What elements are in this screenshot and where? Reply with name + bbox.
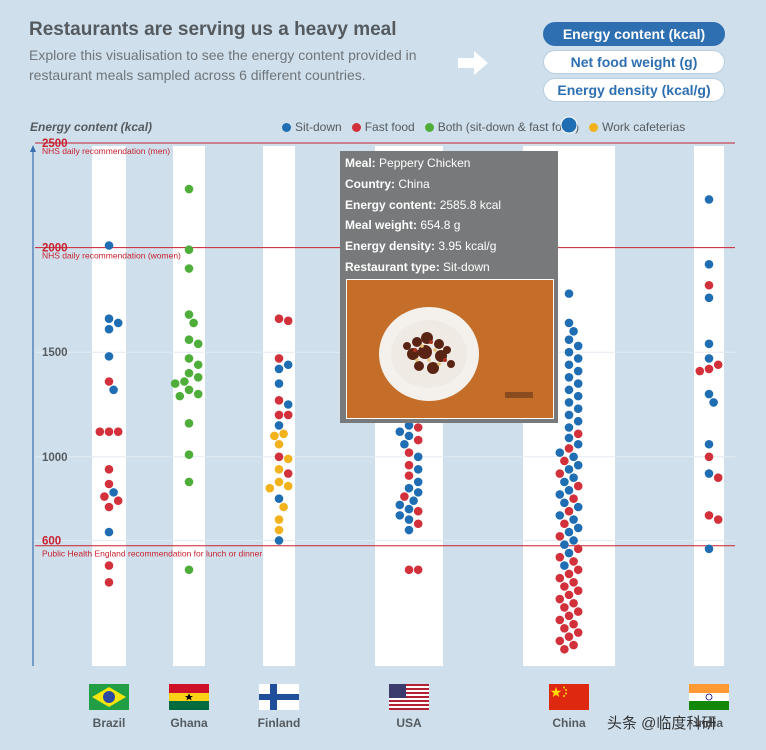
legend-item-fast-food[interactable]: Fast food	[351, 120, 415, 134]
legend-label: Sit-down	[295, 120, 342, 134]
tooltip-energy-row: Energy content: 2585.8 kcal	[345, 198, 501, 212]
country-label-brazil: Brazil	[92, 716, 126, 730]
tooltip-value: Peppery Chicken	[379, 156, 471, 170]
tooltip-key: Meal:	[345, 156, 376, 170]
ghana-flag-icon	[169, 684, 209, 710]
arrow-right-icon	[458, 51, 488, 75]
legend-item-sit-down[interactable]: Sit-down	[282, 120, 342, 134]
country-label-usa: USA	[396, 716, 422, 730]
watermark: 头条 @临度科研	[607, 715, 717, 732]
point-tooltip: Meal: Peppery Chicken Country: China Ene…	[340, 151, 558, 423]
brazil-flag-icon	[89, 684, 129, 710]
legend-swatch	[424, 122, 434, 132]
finland-flag-icon	[259, 684, 299, 710]
chart-subtitle: Explore this visualisation to see the en…	[29, 47, 417, 83]
india-flag-icon	[689, 684, 729, 710]
legend-label: Both (sit-down & fast food)	[437, 120, 580, 134]
country-label-india: India	[694, 716, 723, 730]
country-label-finland: Finland	[257, 716, 301, 730]
tooltip-country-row: Country: China	[345, 177, 430, 191]
tooltip-key: Restaurant type:	[345, 260, 440, 274]
tooltip-key: Energy density:	[345, 239, 436, 253]
tooltip-weight-row: Meal weight: 654.8 g	[345, 218, 460, 232]
meal-photo-icon	[346, 279, 554, 419]
legend-item-work-cafeterias[interactable]: Work cafeterias	[589, 120, 685, 134]
legend-swatch	[351, 122, 361, 132]
chart-title: Restaurants are serving us a heavy meal	[29, 19, 397, 40]
usa-flag-icon	[389, 684, 429, 710]
energy-density-button[interactable]: Energy density (kcal/g)	[543, 78, 725, 102]
tooltip-value: Sit-down	[443, 260, 490, 274]
legend: Sit-down Fast food Both (sit-down & fast…	[282, 120, 685, 134]
china-flag-icon	[549, 684, 589, 710]
y-axis-title: Energy content (kcal)	[30, 120, 153, 134]
tooltip-key: Meal weight:	[345, 218, 418, 232]
tooltip-type-row: Restaurant type: Sit-down	[345, 260, 490, 274]
legend-swatch	[282, 122, 291, 132]
energy-content-button[interactable]: Energy content (kcal)	[543, 22, 725, 46]
tooltip-key: Country:	[345, 177, 395, 191]
tooltip-value: 2585.8 kcal	[439, 198, 502, 212]
legend-label: Fast food	[364, 120, 415, 134]
country-label-ghana: Ghana	[170, 716, 208, 730]
net-food-weight-button[interactable]: Net food weight (g)	[543, 50, 725, 74]
legend-swatch	[589, 122, 599, 132]
tooltip-value: China	[398, 177, 430, 191]
legend-label: Work cafeterias	[602, 120, 686, 134]
tooltip-value: 654.8 g	[420, 218, 461, 232]
tooltip-key: Energy content:	[345, 198, 437, 212]
tooltip-value: 3.95 kcal/g	[438, 239, 497, 253]
tooltip-meal-row: Meal: Peppery Chicken	[345, 156, 470, 170]
legend-item-both[interactable]: Both (sit-down & fast food)	[424, 120, 580, 134]
country-label-china: China	[552, 716, 586, 730]
tooltip-density-row: Energy density: 3.95 kcal/g	[345, 239, 496, 253]
